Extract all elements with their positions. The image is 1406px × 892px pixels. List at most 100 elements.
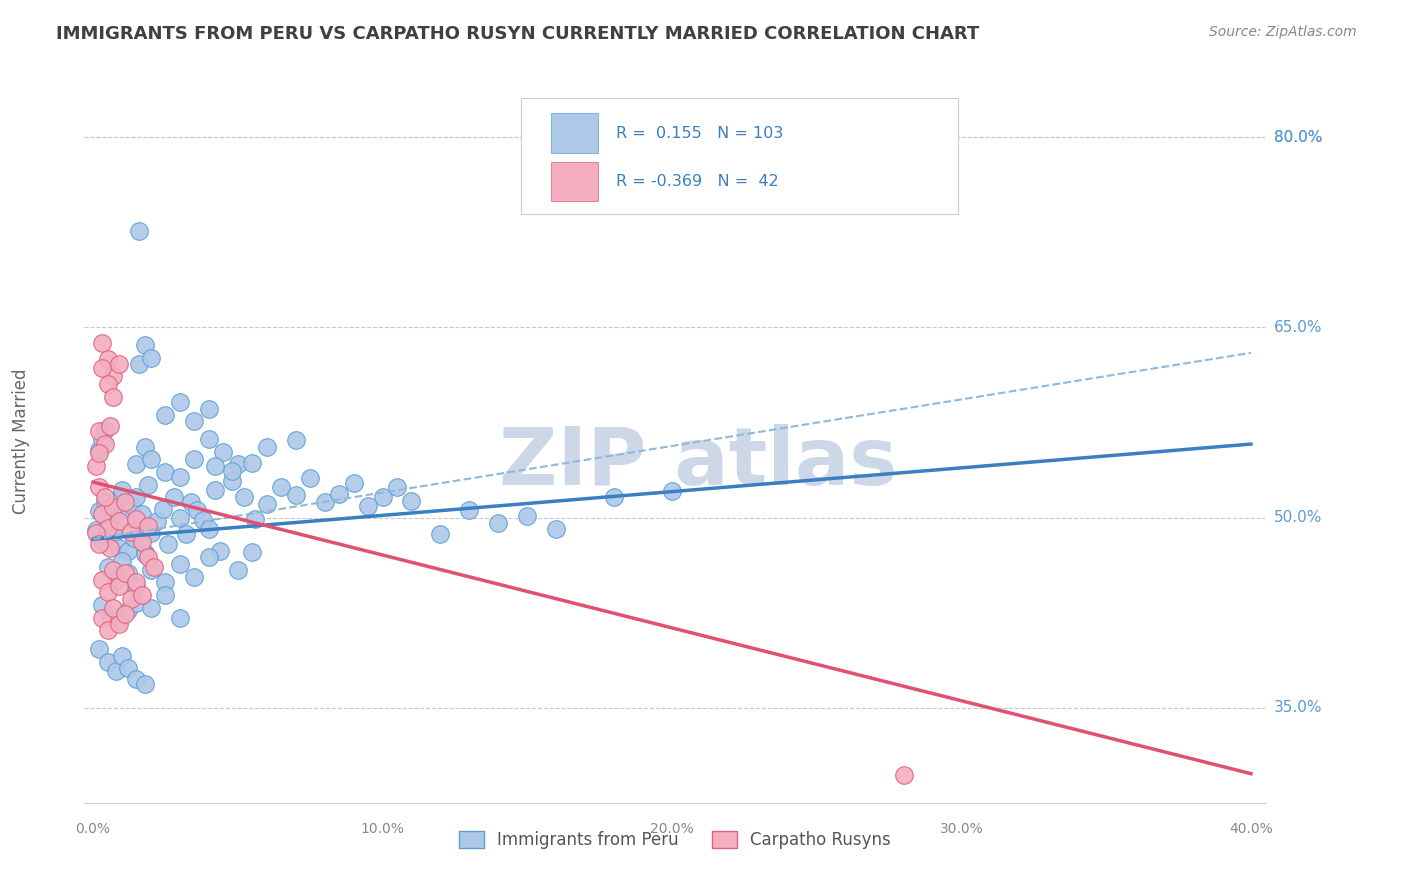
- Point: [114, 607, 136, 621]
- Point: [198, 522, 221, 536]
- Point: [90, 573, 112, 587]
- Point: [128, 522, 150, 536]
- Point: [385, 480, 408, 494]
- Point: [103, 563, 125, 577]
- Point: [87, 480, 110, 494]
- Point: [100, 500, 122, 515]
- Point: [284, 488, 307, 502]
- Point: [108, 613, 131, 627]
- Point: [96, 352, 118, 367]
- Point: [240, 456, 263, 470]
- Point: [183, 414, 205, 428]
- Legend: Immigrants from Peru, Carpatho Rusyns: Immigrants from Peru, Carpatho Rusyns: [451, 824, 898, 856]
- Text: Currently Married: Currently Married: [11, 368, 30, 515]
- Point: [429, 527, 451, 541]
- Point: [198, 549, 221, 564]
- Point: [90, 361, 112, 376]
- Point: [84, 523, 107, 537]
- Point: [183, 570, 205, 584]
- Point: [198, 432, 221, 446]
- Point: [103, 600, 125, 615]
- Point: [226, 458, 249, 472]
- Point: [136, 549, 159, 564]
- Point: [342, 476, 364, 491]
- Point: [169, 470, 191, 484]
- Point: [486, 516, 509, 530]
- Point: [603, 491, 626, 505]
- Point: [105, 664, 128, 678]
- Point: [299, 471, 322, 485]
- Text: IMMIGRANTS FROM PERU VS CARPATHO RUSYN CURRENTLY MARRIED CORRELATION CHART: IMMIGRANTS FROM PERU VS CARPATHO RUSYN C…: [56, 25, 980, 43]
- Point: [122, 531, 145, 545]
- Point: [125, 512, 148, 526]
- Point: [103, 368, 125, 383]
- Point: [191, 513, 214, 527]
- Point: [93, 491, 115, 505]
- Point: [120, 591, 142, 606]
- Point: [108, 617, 131, 632]
- Point: [893, 768, 915, 782]
- Point: [328, 486, 350, 500]
- Point: [87, 504, 110, 518]
- Point: [134, 440, 156, 454]
- Point: [128, 224, 150, 238]
- Point: [125, 595, 148, 609]
- Point: [87, 446, 110, 460]
- Point: [212, 444, 235, 458]
- Point: [108, 515, 131, 529]
- Point: [111, 554, 134, 568]
- Point: [125, 458, 148, 472]
- Text: R = -0.369   N =  42: R = -0.369 N = 42: [616, 174, 779, 189]
- Point: [120, 524, 142, 539]
- Point: [661, 483, 683, 498]
- Point: [96, 624, 118, 638]
- Point: [136, 519, 159, 533]
- Point: [155, 575, 177, 590]
- Point: [155, 465, 177, 479]
- Point: [221, 474, 243, 488]
- Point: [357, 499, 380, 513]
- Point: [96, 560, 118, 574]
- Point: [111, 648, 134, 663]
- Point: [103, 390, 125, 404]
- Point: [169, 611, 191, 625]
- Point: [128, 357, 150, 371]
- Point: [136, 477, 159, 491]
- Point: [100, 608, 122, 623]
- Point: [169, 395, 191, 409]
- Bar: [551, 113, 598, 153]
- Point: [256, 497, 278, 511]
- Point: [103, 500, 125, 515]
- Point: [134, 546, 156, 560]
- Text: 50.0%: 50.0%: [1274, 510, 1323, 525]
- Point: [134, 547, 156, 561]
- Point: [108, 357, 131, 371]
- Point: [139, 525, 162, 540]
- Point: [125, 672, 148, 686]
- Point: [105, 492, 128, 507]
- Point: [226, 563, 249, 577]
- Point: [108, 541, 131, 555]
- Text: 20.0%: 20.0%: [650, 822, 693, 836]
- Point: [108, 579, 131, 593]
- Point: [256, 440, 278, 454]
- Point: [131, 507, 153, 521]
- Point: [186, 503, 208, 517]
- Point: [152, 501, 174, 516]
- Text: 40.0%: 40.0%: [1229, 822, 1272, 836]
- Point: [103, 528, 125, 542]
- Point: [139, 351, 162, 365]
- Point: [314, 495, 336, 509]
- Point: [96, 585, 118, 599]
- Point: [157, 537, 180, 551]
- Point: [270, 480, 292, 494]
- Point: [90, 434, 112, 448]
- Point: [155, 408, 177, 422]
- FancyBboxPatch shape: [522, 98, 959, 214]
- Text: 80.0%: 80.0%: [1274, 130, 1323, 145]
- Point: [125, 491, 148, 505]
- Point: [371, 491, 394, 505]
- Point: [111, 483, 134, 497]
- Point: [96, 377, 118, 392]
- Point: [125, 575, 148, 590]
